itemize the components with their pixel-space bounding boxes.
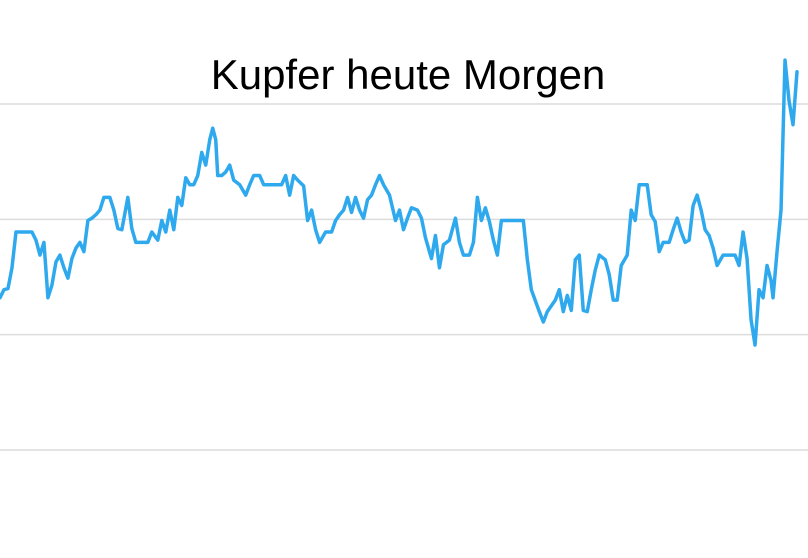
grid xyxy=(0,103,808,451)
data-line xyxy=(0,58,799,347)
plot-area xyxy=(0,58,799,347)
chart-title: Kupfer heute Morgen xyxy=(211,51,606,98)
